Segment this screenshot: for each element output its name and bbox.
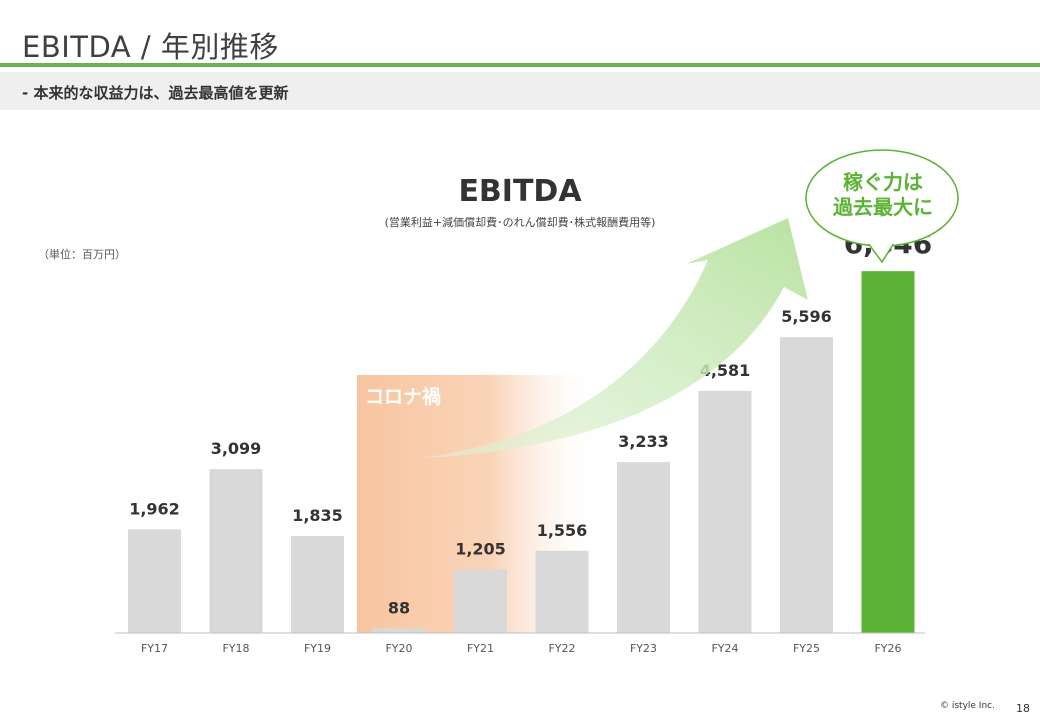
tick-label-fy23: FY23	[630, 642, 657, 655]
bar-fy19	[291, 536, 344, 633]
bar-fy25	[780, 337, 833, 633]
bar-fy22	[535, 550, 589, 633]
value-label-fy21: 1,205	[455, 539, 506, 558]
value-label-fy19: 1,835	[292, 506, 343, 525]
bar-fy20	[372, 628, 426, 633]
bar-fy23	[617, 462, 670, 633]
tick-label-fy17: FY17	[141, 642, 168, 655]
page-title: EBITDA / 年別推移	[22, 30, 279, 64]
page-number: 18	[1016, 702, 1030, 715]
bar-fy18	[209, 469, 263, 633]
chart-title: EBITDA	[458, 174, 582, 209]
value-label-fy25: 5,596	[781, 307, 832, 326]
tick-label-fy26: FY26	[874, 642, 901, 655]
covid-label: コロナ禍	[365, 386, 442, 408]
copyright: © istyle Inc.	[940, 701, 995, 711]
tick-label-fy24: FY24	[711, 642, 738, 655]
bar-fy21	[454, 569, 507, 633]
tick-label-fy21: FY21	[467, 642, 494, 655]
bar-fy26	[861, 271, 915, 633]
chart-subtitle: (営業利益+減価償却費･のれん償却費･株式報酬費用等)	[384, 216, 656, 229]
growth-arrow	[420, 218, 808, 458]
callout-bubble	[805, 149, 959, 264]
value-label-fy23: 3,233	[618, 432, 669, 451]
title-divider	[0, 63, 1040, 67]
tick-label-fy22: FY22	[548, 642, 575, 655]
tick-label-fy19: FY19	[304, 642, 331, 655]
value-label-fy22: 1,556	[537, 521, 588, 540]
bubble-text: 稼ぐ力は 過去最大に	[833, 170, 933, 219]
subtitle-bar	[0, 72, 1040, 110]
unit-label: （単位：百万円）	[38, 248, 126, 261]
tick-label-fy20: FY20	[385, 642, 412, 655]
bar-fy17	[128, 529, 181, 633]
bar-fy24	[698, 390, 752, 633]
tick-label-fy18: FY18	[222, 642, 249, 655]
value-label-fy18: 3,099	[211, 439, 262, 458]
tick-label-fy25: FY25	[793, 642, 820, 655]
page-subtitle: ‐ 本来的な収益力は、過去最高値を更新	[22, 84, 289, 102]
value-label-fy20: 88	[388, 598, 410, 617]
value-label-fy17: 1,962	[129, 499, 180, 518]
